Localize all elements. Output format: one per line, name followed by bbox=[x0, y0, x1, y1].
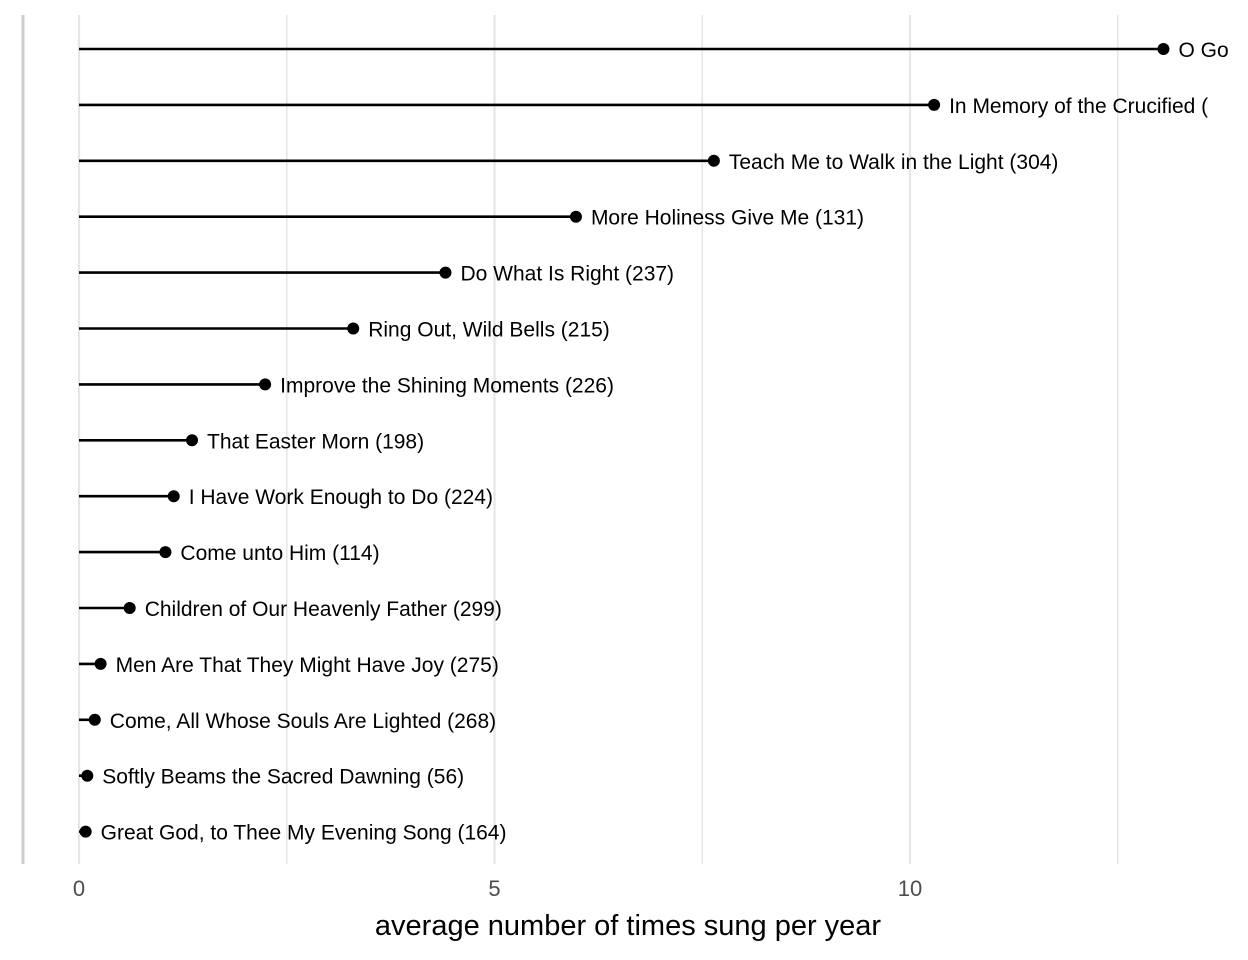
hymn-label: Men Are That They Might Have Joy (275) bbox=[116, 654, 499, 677]
x-tick-label: 10 bbox=[898, 876, 922, 901]
hymn-label: O Go bbox=[1178, 39, 1228, 62]
lollipop-point bbox=[347, 322, 360, 335]
lollipop-point bbox=[159, 546, 172, 559]
hymn-label: I Have Work Enough to Do (224) bbox=[189, 486, 493, 509]
hymn-label: Improve the Shining Moments (226) bbox=[280, 374, 614, 397]
lollipop-point bbox=[1157, 43, 1170, 55]
stems bbox=[79, 47, 1164, 833]
lollipop-point bbox=[94, 657, 107, 670]
hymn-label: Ring Out, Wild Bells (215) bbox=[368, 319, 610, 342]
hymn-label: Softly Beams the Sacred Dawning (56) bbox=[102, 766, 464, 789]
x-axis-title: average number of times sung per year bbox=[375, 910, 881, 942]
lollipop-point bbox=[928, 98, 941, 111]
hymn-label: In Memory of the Crucified ( bbox=[949, 95, 1208, 118]
gridlines bbox=[77, 15, 1119, 864]
lollipop-point bbox=[88, 713, 101, 726]
points bbox=[79, 43, 1170, 838]
lollipop-point bbox=[186, 434, 199, 447]
hymn-label: Children of Our Heavenly Father (299) bbox=[145, 598, 502, 621]
x-axis-ticks: 0 5 10 bbox=[73, 876, 922, 901]
hymn-label: That Easter Morn (198) bbox=[207, 430, 424, 453]
hymn-label: Do What Is Right (237) bbox=[460, 263, 674, 286]
hymn-label: Great God, to Thee My Evening Song (164) bbox=[101, 822, 507, 845]
hymn-label: Come, All Whose Souls Are Lighted (268) bbox=[110, 710, 496, 733]
lollipop-point bbox=[707, 154, 720, 167]
point-labels: O Go In Memory of the Crucified ( Teach Me… bbox=[101, 39, 1229, 845]
lollipop-point bbox=[167, 490, 180, 503]
hymn-label: Come unto Him (114) bbox=[180, 542, 379, 565]
hymn-label: Teach Me to Walk in the Light (304) bbox=[729, 151, 1059, 174]
lollipop-point bbox=[81, 769, 94, 782]
lollipop-point bbox=[123, 602, 136, 614]
hymn-label: More Holiness Give Me (131) bbox=[591, 207, 864, 230]
lollipop-point bbox=[439, 266, 452, 279]
lollipop-point bbox=[79, 825, 92, 838]
lollipop-point bbox=[259, 378, 272, 391]
x-tick-label: 0 bbox=[73, 876, 85, 901]
lollipop-point bbox=[569, 210, 582, 223]
x-tick-label: 5 bbox=[488, 876, 500, 901]
